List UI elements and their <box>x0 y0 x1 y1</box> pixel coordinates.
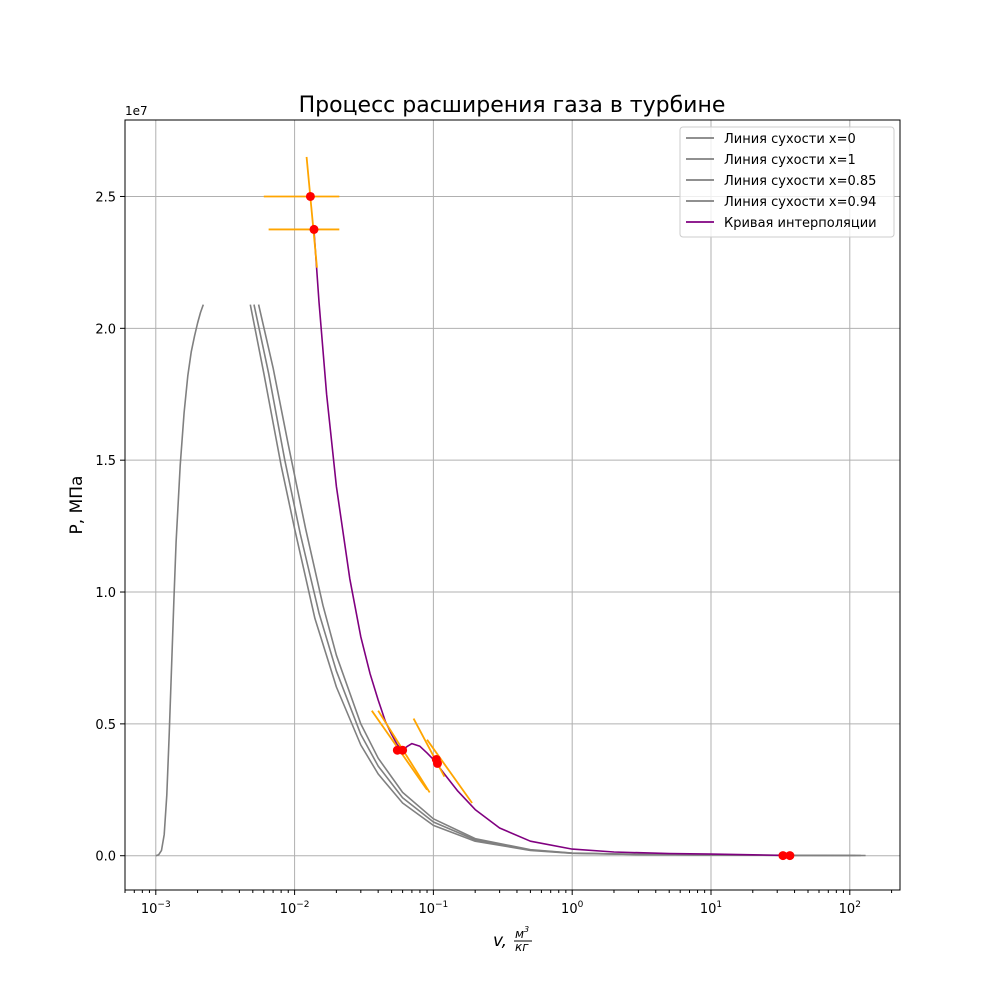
y-tick-label: 2.0 <box>95 322 116 337</box>
series-line-3 <box>253 304 861 857</box>
data-point <box>778 851 788 861</box>
y-tick-label: 0.0 <box>95 850 116 865</box>
plot-frame <box>124 119 901 891</box>
y-tick-label: 2.5 <box>95 190 116 205</box>
x-axis-label: v, м 3 кг <box>493 925 532 954</box>
y-axis-label: P, МПа <box>67 476 87 535</box>
legend-label: Линия сухости x=0.85 <box>724 174 876 189</box>
y-offset-label: 1e7 <box>125 104 148 118</box>
y-tick-label: 1.5 <box>95 454 116 469</box>
chart-title: Процесс расширения газа в турбине <box>299 93 726 118</box>
legend-label: Кривая интерполяции <box>724 216 877 231</box>
y-tick-layer: 0.0 0.5 1.0 1.5 2.0 2.5 <box>95 190 125 865</box>
x-tick-layer: 10−3 10−2 10−1 100 101 102 <box>124 890 893 917</box>
series-line-2 <box>249 304 856 857</box>
legend-label: Линия сухости x=1 <box>724 153 856 168</box>
tangent-line <box>426 739 473 804</box>
y-tick-label: 1.0 <box>95 586 116 601</box>
x-tick-label: 100 <box>561 900 584 917</box>
x-tick-label: 101 <box>700 900 722 917</box>
series-line-0 <box>155 304 205 857</box>
data-point <box>432 758 442 768</box>
tangent-line <box>305 156 318 268</box>
x-tick-label: 102 <box>839 900 861 917</box>
y-tick-label: 0.5 <box>95 718 116 733</box>
x-axis-label-den: кг <box>515 940 529 954</box>
x-tick-label: 10−2 <box>280 900 310 917</box>
x-axis-label-var: v, <box>493 931 507 951</box>
x-axis-label-exp: 3 <box>524 925 529 934</box>
legend-box <box>679 126 895 238</box>
tangent-line <box>412 718 446 778</box>
data-point <box>305 191 315 201</box>
marker-layer <box>305 191 795 861</box>
data-point <box>309 224 319 234</box>
data-point <box>398 745 408 755</box>
x-axis-label-num: м <box>515 927 524 941</box>
legend: Линия сухости x=0 Линия сухости x=1 Линия … <box>679 126 895 238</box>
data-point <box>785 851 795 861</box>
series-line-4 <box>313 230 787 857</box>
legend-label: Линия сухости x=0.94 <box>724 195 876 210</box>
legend-label: Линия сухости x=0 <box>724 132 856 147</box>
series-layer <box>155 230 866 857</box>
x-tick-label: 10−3 <box>141 900 171 917</box>
x-tick-label: 10−1 <box>418 900 448 917</box>
